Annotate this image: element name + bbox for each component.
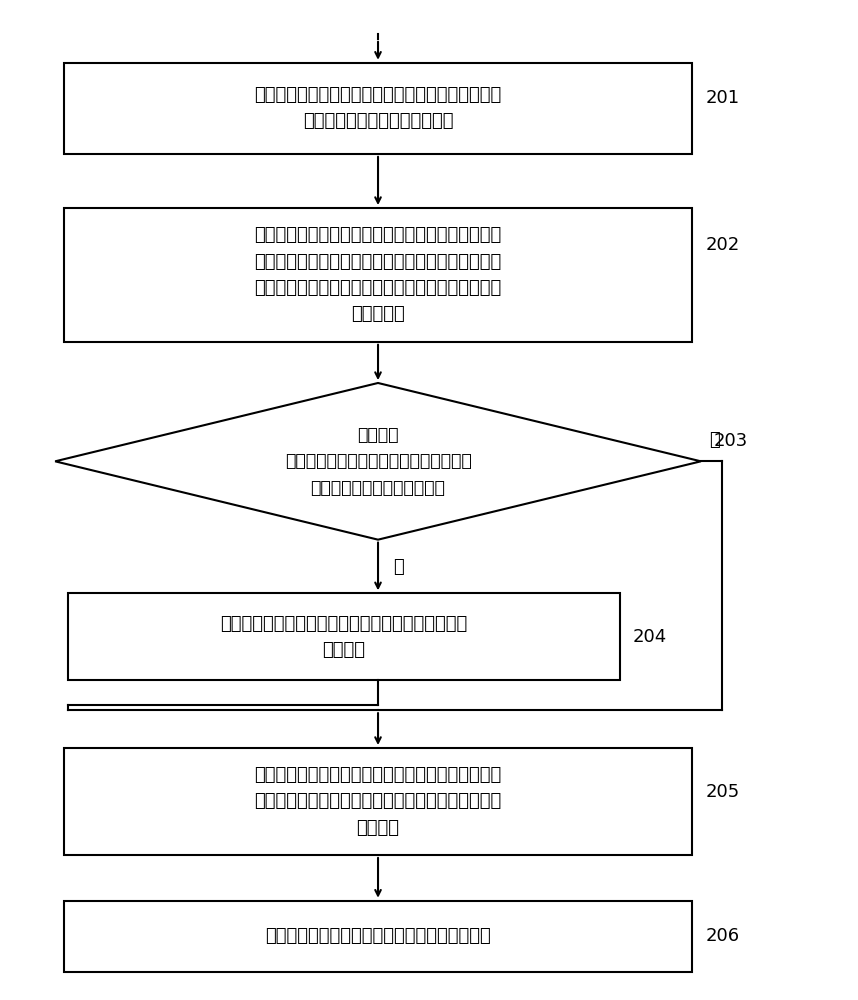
- Text: 控制天线板从当前方位角旋转到目标来波方位角后采
用电相控阵技术进行同步和接入基站操作，若同步并
接入基站成功，则记录目标来波方向角对应的毫米波
的信号质量: 控制天线板从当前方位角旋转到目标来波方位角后采 用电相控阵技术进行同步和接入基站…: [254, 226, 502, 323]
- Text: 是: 是: [710, 431, 720, 449]
- Text: 203: 203: [714, 432, 748, 450]
- Bar: [63, 901, 692, 972]
- Bar: [63, 63, 692, 154]
- Text: 在终端设备的天线板的当前方位角搜索来波方向，根
据搜索结果得到目标来波方向角: 在终端设备的天线板的当前方位角搜索来波方向，根 据搜索结果得到目标来波方向角: [254, 86, 502, 130]
- Bar: [63, 748, 692, 855]
- Text: 205: 205: [705, 783, 740, 801]
- Bar: [63, 208, 692, 342]
- Polygon shape: [55, 383, 701, 540]
- Text: 201: 201: [705, 89, 740, 107]
- Bar: [68, 593, 620, 680]
- Text: 202: 202: [705, 236, 740, 254]
- Text: 控制天线板旋转预设比例的天线板的电相控阵的圆锥
扫描范围: 控制天线板旋转预设比例的天线板的电相控阵的圆锥 扫描范围: [221, 615, 468, 659]
- Text: 否: 否: [393, 558, 404, 576]
- Text: 确定是否
满足结束获取下一目标来波方向角对应的
毫米波的信号质量的预设条件: 确定是否 满足结束获取下一目标来波方向角对应的 毫米波的信号质量的预设条件: [285, 426, 471, 497]
- Text: 从记录的所有目标来波方向角对应的毫米波的信号质
量中选取得到目标信号质量值及目标信号质量值对应
的方位角: 从记录的所有目标来波方向角对应的毫米波的信号质 量中选取得到目标信号质量值及目标…: [254, 766, 502, 837]
- Text: 204: 204: [633, 628, 668, 646]
- Text: 控制天线板旋转至目标信号质量值对应的方位角: 控制天线板旋转至目标信号质量值对应的方位角: [265, 927, 491, 945]
- Text: 206: 206: [705, 927, 740, 945]
